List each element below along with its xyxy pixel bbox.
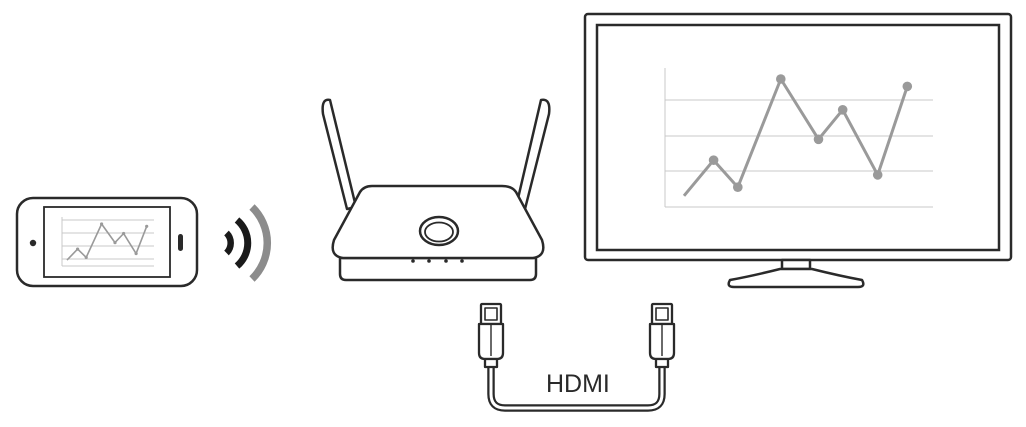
phone-chart-series-line [66, 223, 148, 261]
receiver-button [418, 215, 460, 247]
phone-chart-point [134, 252, 138, 256]
phone-screen-chart [61, 217, 154, 267]
hdmi-connector-right [648, 302, 676, 369]
antenna-right [514, 98, 551, 211]
tv-screen-chart [664, 68, 933, 208]
receiver-base [338, 256, 538, 282]
tv-chart-point [837, 105, 848, 115]
tv-chart-point [813, 134, 824, 145]
tv-chart-points [708, 74, 913, 192]
signal-arc-small [224, 230, 234, 256]
phone-camera-dot [29, 239, 37, 247]
hdmi-connector-left [477, 302, 505, 369]
antenna-left [321, 98, 358, 211]
phone-chart-point [84, 255, 88, 259]
phone-chart-point [122, 231, 126, 236]
tv-chart-gridlines [664, 68, 933, 208]
hdmi-label: HDMI [546, 370, 610, 398]
tv-stand [727, 258, 865, 289]
signal-arc-medium [234, 217, 252, 269]
tv-chart-point [902, 81, 913, 92]
tv-monitor [583, 12, 1013, 289]
smartphone [15, 196, 199, 288]
phone-chart-point [145, 224, 149, 228]
tv-chart-series-line [682, 77, 909, 197]
phone-chart-point [100, 222, 104, 226]
tv-chart-point [708, 155, 719, 165]
tv-bezel [583, 12, 1013, 262]
wireless-signal-icon [224, 204, 272, 282]
hdmi-cable: HDMI [477, 302, 676, 412]
receiver-led-indicators [411, 259, 464, 263]
tv-screen [595, 23, 1001, 252]
tv-chart-point [776, 74, 786, 84]
signal-arc-large [249, 204, 272, 282]
wireless-receiver [321, 98, 551, 282]
phone-home-button [178, 234, 183, 251]
tv-chart-point [872, 170, 883, 180]
phone-chart-points [76, 222, 149, 259]
phone-chart-point [113, 241, 117, 245]
tv-chart-point [733, 182, 743, 192]
phone-chart-point [76, 247, 80, 251]
